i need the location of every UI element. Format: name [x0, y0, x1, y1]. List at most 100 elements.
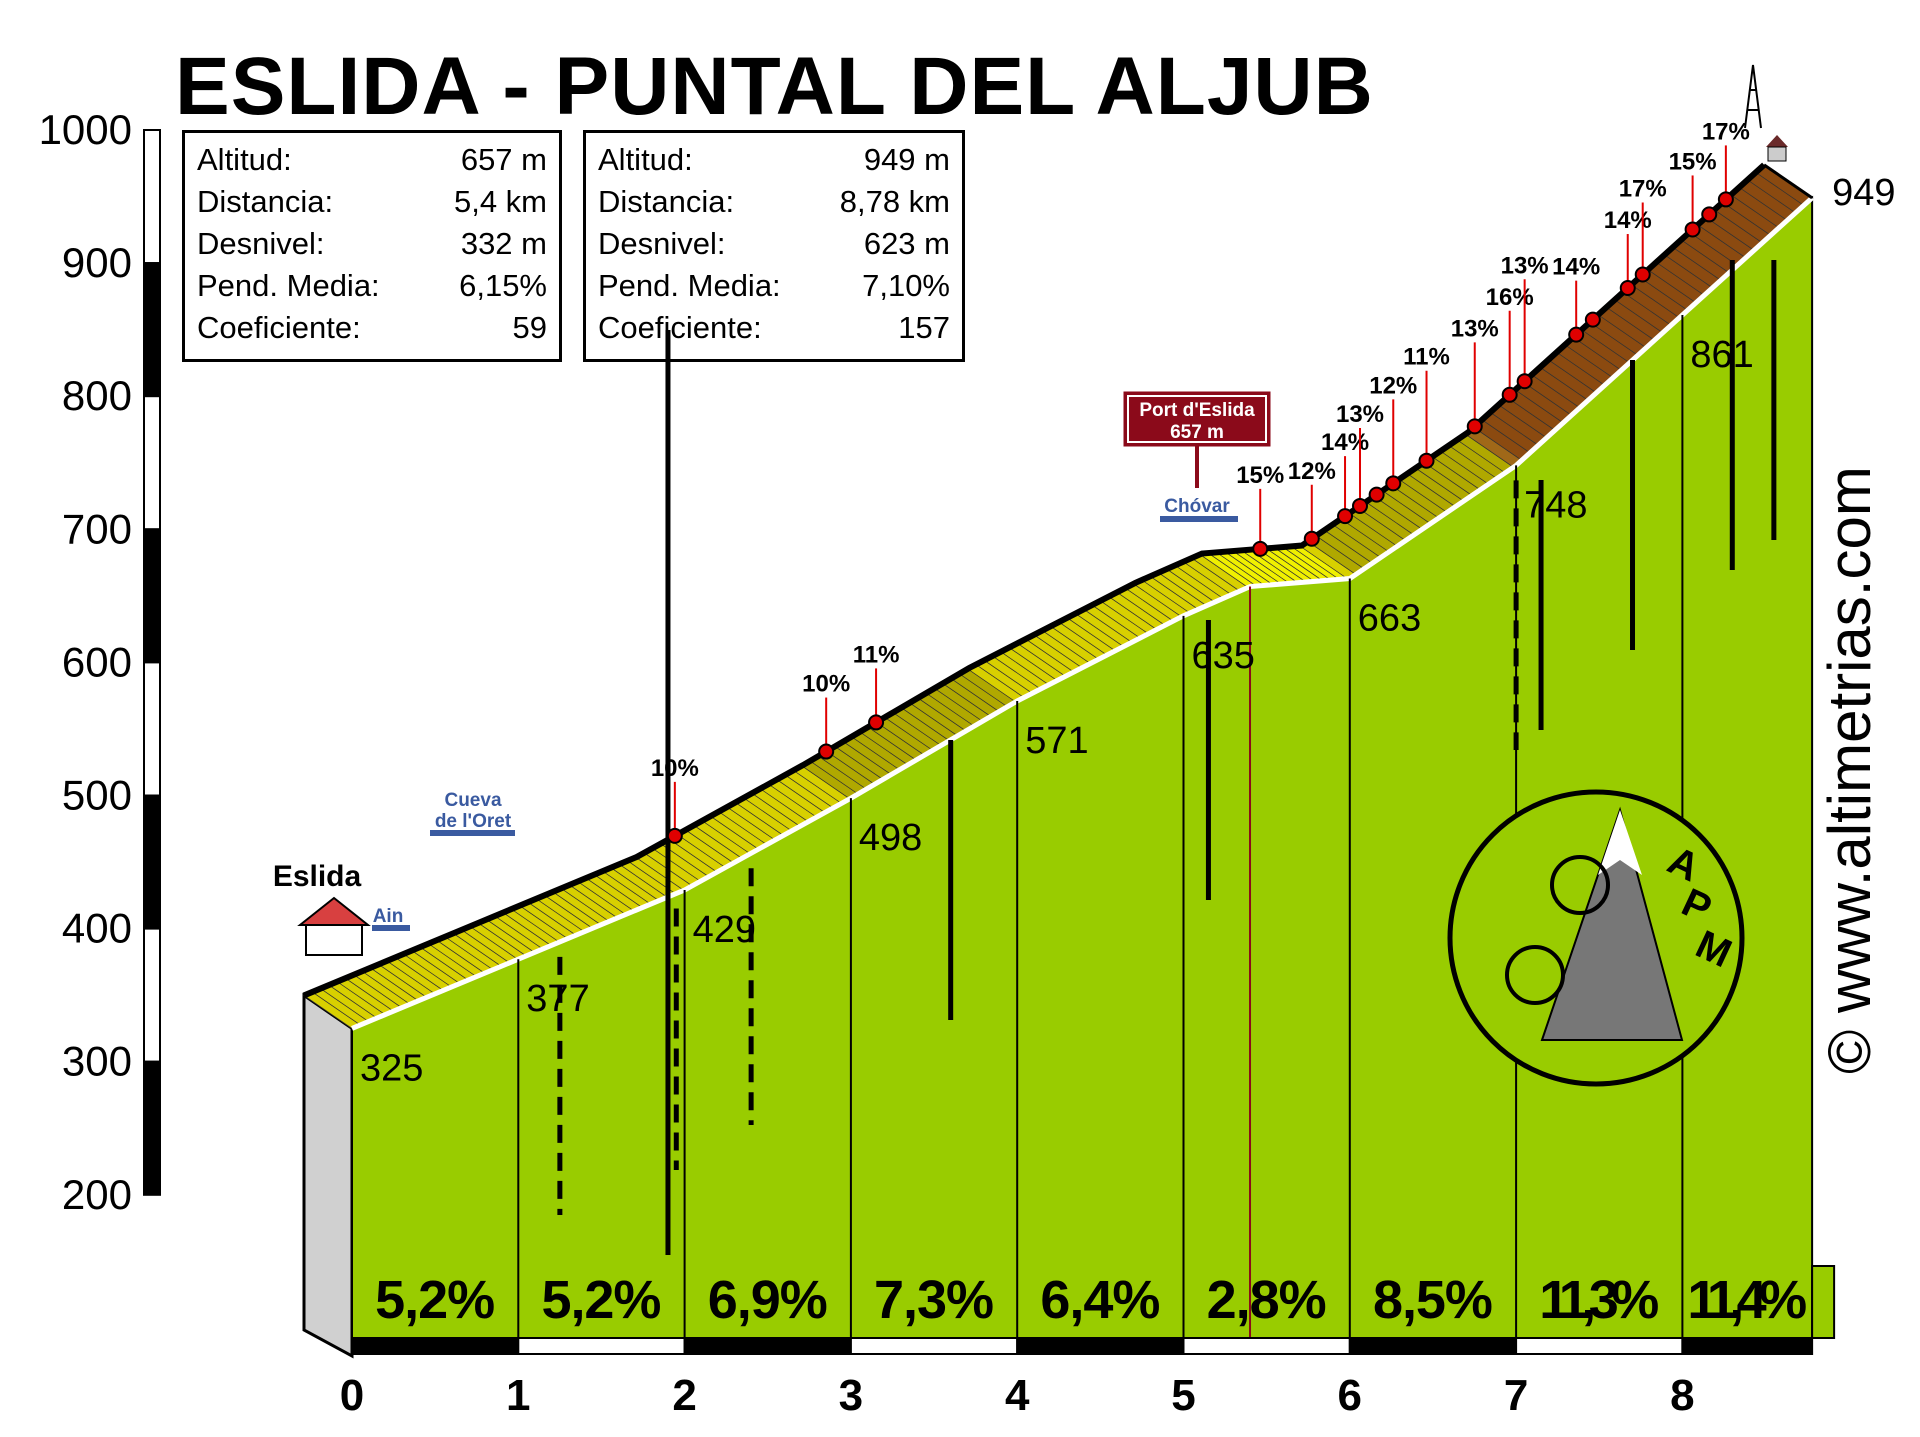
y-tick-label: 400: [62, 905, 132, 952]
elevation-label: 498: [859, 817, 922, 859]
info-label: Pend. Media:: [197, 268, 380, 303]
steep-point-label: 13%: [1336, 401, 1384, 428]
steep-point-marker: [868, 714, 885, 731]
house-icon: [297, 896, 371, 926]
steep-point-label: 13%: [1501, 252, 1549, 279]
x-tick-label: 2: [672, 1371, 696, 1420]
cave-label-line2: de l'Oret: [435, 811, 512, 832]
x-tick-label: 5: [1171, 1371, 1195, 1420]
elevation-label: 429: [693, 909, 756, 951]
info-row: Coeficiente: 59: [197, 307, 547, 349]
km-strip-segment: [351, 1337, 520, 1355]
info-row: Pend. Media: 6,15%: [197, 265, 547, 307]
steep-point-label: 17%: [1619, 176, 1667, 203]
info-value: 949 m: [863, 142, 950, 177]
antenna-tower-icon: [1744, 64, 1762, 129]
km-gradient-label: 8,5%: [1373, 1270, 1493, 1330]
steep-point-marker: [1701, 206, 1718, 223]
km-strip-segment: [1016, 1337, 1185, 1355]
y-axis-segment: [143, 927, 161, 1063]
pass-name: Port d'Eslida: [1139, 400, 1255, 421]
y-axis-segment: [143, 528, 161, 664]
elevation-label: 571: [1025, 720, 1088, 762]
house-icon-body: [305, 924, 363, 956]
y-axis-segment: [143, 661, 161, 797]
km-gradient-label: 6,9%: [708, 1270, 828, 1330]
steep-point-marker: [1634, 266, 1651, 283]
info-value: 59: [512, 310, 547, 345]
steep-point-label: 11%: [1403, 344, 1450, 371]
info-value: 6,15%: [459, 268, 547, 303]
info-label: Altitud:: [197, 142, 292, 177]
info-value: 157: [898, 310, 950, 345]
steep-point-marker: [1516, 373, 1533, 390]
info-value: 5,4 km: [453, 184, 547, 219]
steep-point-marker: [1717, 191, 1734, 208]
km-gradient-label: 2,8%: [1207, 1270, 1327, 1330]
km-strip-segment: [517, 1337, 686, 1355]
steep-point-marker: [1303, 530, 1320, 547]
profile-end-edge: [1763, 163, 1813, 200]
y-tick-label: 300: [62, 1038, 132, 1085]
km-gradient-label: 5,2%: [375, 1270, 495, 1330]
y-tick-label: 700: [62, 505, 132, 552]
y-axis-segment: [143, 1060, 161, 1196]
y-tick-label: 800: [62, 372, 132, 419]
mountain-snow-icon: [1598, 810, 1642, 875]
info-label: Distancia:: [598, 184, 735, 219]
km-gradient-label: 6,4%: [1040, 1270, 1160, 1330]
steep-point-marker: [1337, 508, 1354, 525]
info-row: Coeficiente: 157: [598, 307, 950, 349]
info-row: Altitud: 949 m: [598, 139, 950, 181]
steep-point-marker: [666, 827, 683, 844]
pass-sign: [1123, 391, 1271, 447]
bicycle-wheel-icon: [1505, 945, 1565, 1005]
info-value: 7,10%: [862, 268, 950, 303]
steep-point-marker: [1466, 418, 1483, 435]
pass-sign-border: [1127, 395, 1267, 443]
info-row: Altitud: 657 m: [197, 139, 547, 181]
steep-point-marker: [1418, 452, 1435, 469]
steep-point-label: 14%: [1552, 254, 1600, 281]
x-tick-label: 6: [1338, 1371, 1362, 1420]
y-axis-segment: [143, 794, 161, 930]
info-value: 657 m: [460, 142, 547, 177]
steep-point-marker: [1684, 221, 1701, 238]
x-tick-label: 8: [1670, 1371, 1694, 1420]
km-gradient-label: 11,3%: [1539, 1270, 1659, 1330]
chovar-label: Chóvar: [1164, 496, 1230, 517]
info-value: 8,78 km: [839, 184, 950, 219]
mountain-icon: [1540, 806, 1684, 1041]
elevation-label: 861: [1690, 334, 1753, 376]
steep-point-label: 10%: [651, 755, 699, 782]
chart-title: ESLIDA - PUNTAL DEL ALJUB: [175, 41, 1374, 132]
steep-point-marker: [1568, 326, 1585, 343]
bicycle-wheel-icon: [1550, 855, 1610, 915]
steep-point-label: 15%: [1669, 148, 1717, 175]
info-label: Pend. Media:: [598, 268, 781, 303]
steep-point-label: 11%: [853, 641, 900, 668]
steep-point-marker: [1368, 486, 1385, 503]
steep-point-label: 14%: [1604, 207, 1652, 234]
y-axis-segment: [143, 262, 161, 398]
x-tick-label: 7: [1504, 1371, 1528, 1420]
elevation-label: 663: [1358, 598, 1421, 640]
profile-side-face: [302, 992, 354, 1359]
steep-point-label: 16%: [1486, 284, 1534, 311]
steep-point-marker: [1619, 280, 1636, 297]
info-row: Distancia: 5,4 km: [197, 181, 547, 223]
steep-point-marker: [1252, 540, 1269, 557]
info-value: 332 m: [460, 226, 547, 261]
x-tick-label: 4: [1005, 1371, 1030, 1420]
info-row: Distancia: 8,78 km: [598, 181, 950, 223]
info-label: Coeficiente:: [598, 310, 762, 345]
km-strip-segment: [683, 1337, 852, 1355]
info-row: Desnivel: 623 m: [598, 223, 950, 265]
elevation-label: 635: [1192, 635, 1255, 677]
info-box-pass: Altitud: 657 m Distancia: 5,4 km Desnivel: 33…: [182, 130, 562, 362]
steep-point-marker: [818, 743, 835, 760]
km-strip-segment: [1348, 1337, 1518, 1355]
watermark-text: © www.altimetrias.com: [1816, 466, 1883, 1074]
steep-point-label: 12%: [1369, 372, 1417, 399]
